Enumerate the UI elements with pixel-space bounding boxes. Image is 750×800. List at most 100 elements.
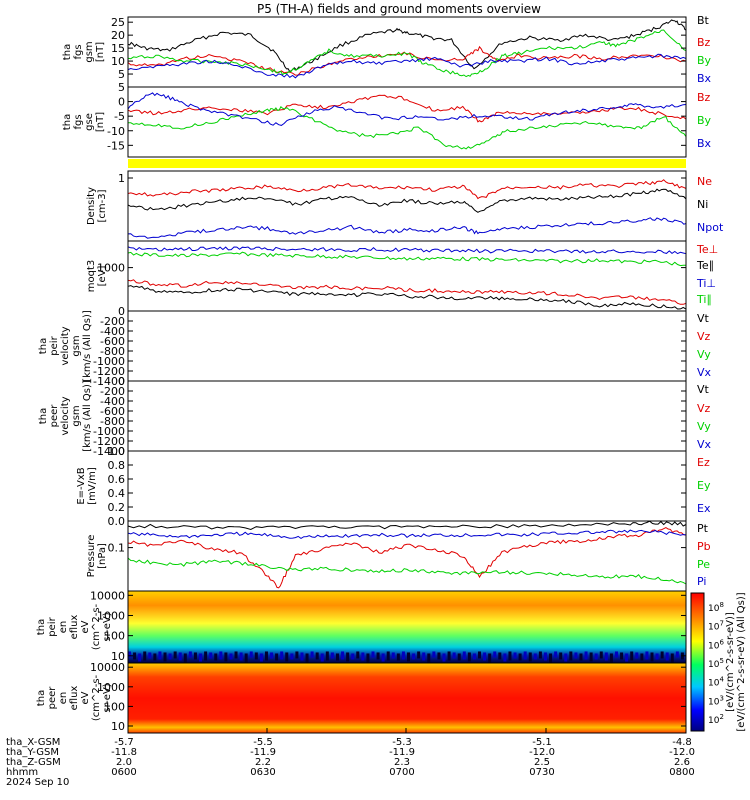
spectrogram-cell <box>554 651 558 658</box>
y-tick-label: 10 <box>111 650 125 663</box>
spectrogram-cell <box>407 652 410 662</box>
legend-Bz: Bz <box>697 91 711 104</box>
y-axis-label-line: eV <box>80 691 91 704</box>
y-axis-label-line: Density <box>86 187 97 225</box>
series-line-Ti⊥ <box>127 246 687 255</box>
colorbar-tick-label: 107 <box>708 620 724 633</box>
y-tick-label: -400 <box>100 395 125 408</box>
y-tick-label: -800 <box>100 345 125 358</box>
spectrogram-cell <box>564 653 568 662</box>
panel-peer_spec: 10100100010000thapeerenefluxeV(cm^2-s-sr… <box>36 661 687 734</box>
spectrogram-cell <box>249 651 253 658</box>
legend-Vz: Vz <box>697 402 711 415</box>
x-row-label: hhmm <box>6 767 38 778</box>
panel-frame <box>127 450 687 522</box>
legend-Vy: Vy <box>697 420 711 433</box>
y-axis-label-line: tha <box>62 114 73 130</box>
legend-Bx: Bx <box>697 137 712 150</box>
x-row-value: 2.0 <box>116 757 132 768</box>
spectrogram-cell <box>239 652 243 661</box>
series-line-Pi <box>127 529 687 539</box>
series-line-By <box>127 106 687 150</box>
legend-Ey: Ey <box>697 479 711 492</box>
series-line-Bz <box>127 94 687 123</box>
y-tick-label: 1.0 <box>108 445 126 458</box>
spectrogram-cell <box>594 653 598 660</box>
colorbar-tick-exp: 8 <box>719 601 723 609</box>
spectrogram-cell <box>341 651 345 660</box>
spectrogram-cell <box>270 652 274 659</box>
y-tick-label: -1000 <box>93 355 125 368</box>
y-tick-label: 100 <box>104 700 125 713</box>
colorbar-tick-label: 108 <box>708 601 724 614</box>
spectrogram-cell <box>574 652 578 659</box>
colorbar-tick-exp: 2 <box>719 713 723 721</box>
colorbar-tick-base: 10 <box>708 679 720 689</box>
legend-Bz: Bz <box>697 36 711 49</box>
y-tick-label: -1400 <box>93 375 125 388</box>
y-axis-label-line: [nPa] <box>97 543 108 569</box>
spectrogram-cell <box>569 651 573 661</box>
y-axis-label-line: fgs <box>73 114 84 129</box>
y-tick-label: -5 <box>114 110 125 123</box>
y-tick-label: 0 <box>118 96 125 109</box>
legend-Pe: Pe <box>697 558 710 571</box>
colorbar-tick-exp: 6 <box>719 638 724 646</box>
y-tick-label: 10 <box>111 720 125 733</box>
spectrogram-cell <box>163 652 167 662</box>
spectrogram-cell <box>259 653 263 662</box>
y-axis-label-line: [eV] <box>97 266 108 287</box>
y-axis-label: thapeirenefluxeV(cm^2-s-sr-eV) <box>36 603 113 650</box>
legend-Ne: Ne <box>697 175 712 188</box>
x-axis-annotations: tha_X-GSM -5.7 -5.5 -5.3 -5.1 -4.8 tha_Y-GSM -1… <box>6 728 695 788</box>
colorbar: 102103104105106107108[eV/(cm^2-s-sr-eV)]… <box>690 592 747 732</box>
spectrogram-cell <box>183 653 187 663</box>
y-tick-label: 1000 <box>97 609 125 622</box>
spectrogram-cell <box>503 653 507 662</box>
y-tick-label: -800 <box>100 415 125 428</box>
y-axis-label-line: tha <box>62 44 73 60</box>
y-axis-label-line: [cm-3] <box>97 189 108 222</box>
spectrogram-cell <box>275 653 279 661</box>
spectrogram-cell <box>376 652 380 660</box>
y-tick-label: 0.0 <box>108 515 126 528</box>
spectrogram-cell <box>579 653 583 661</box>
legend-Npot: Npot <box>697 221 724 234</box>
spectrogram-cell <box>437 652 441 660</box>
spectrogram-cell <box>620 652 624 660</box>
y-axis-label: Density[cm-3] <box>86 187 108 225</box>
x-row-value: 0630 <box>250 767 275 778</box>
spectrogram-cell <box>518 653 522 661</box>
legend-Ti∥: Ti∥ <box>696 293 712 306</box>
y-axis-label-line: peir <box>49 335 60 355</box>
x-row-value: 2.2 <box>255 757 271 768</box>
x-row-value: -12.0 <box>669 747 695 758</box>
colorbar-tick-label: 104 <box>708 676 724 689</box>
colorbar-gradient <box>690 592 705 732</box>
y-tick-label: 0.4 <box>108 487 126 500</box>
colorbar-tick-base: 10 <box>708 660 720 670</box>
colorbar-label-left: [eV/(cm^2-s-sr-eV)] <box>725 612 736 712</box>
series-line-Npot <box>127 217 687 239</box>
y-tick-label: 1000 <box>97 681 125 694</box>
spectrogram-cell <box>533 653 537 660</box>
y-axis-label: E=-VxB[mV/m] <box>76 467 98 505</box>
series-line-Pb <box>127 527 687 589</box>
y-tick-label: 20 <box>111 29 125 42</box>
spectrogram-cell <box>543 652 547 661</box>
y-tick-label: 0.8 <box>108 459 126 472</box>
spectrogram-cell <box>178 652 182 661</box>
spectrogram-cell <box>361 652 365 661</box>
x-row-value: -5.1 <box>532 737 552 748</box>
panel-peir_spec: 10100100010000thapeirenefluxeV(cm^2-s-sr… <box>36 589 687 664</box>
legend-Bx: Bx <box>697 72 712 85</box>
spectrogram-cell <box>452 652 456 659</box>
y-tick-label: 0.6 <box>108 473 126 486</box>
spectrogram-cell <box>559 652 563 660</box>
spectrogram-cell <box>457 653 461 661</box>
spectrogram-cell <box>315 652 319 660</box>
spectrogram-cell <box>427 653 431 663</box>
series-line-Te⊥ <box>127 279 687 305</box>
spectrogram-cell <box>584 651 588 660</box>
spectrogram-cell <box>508 651 512 661</box>
